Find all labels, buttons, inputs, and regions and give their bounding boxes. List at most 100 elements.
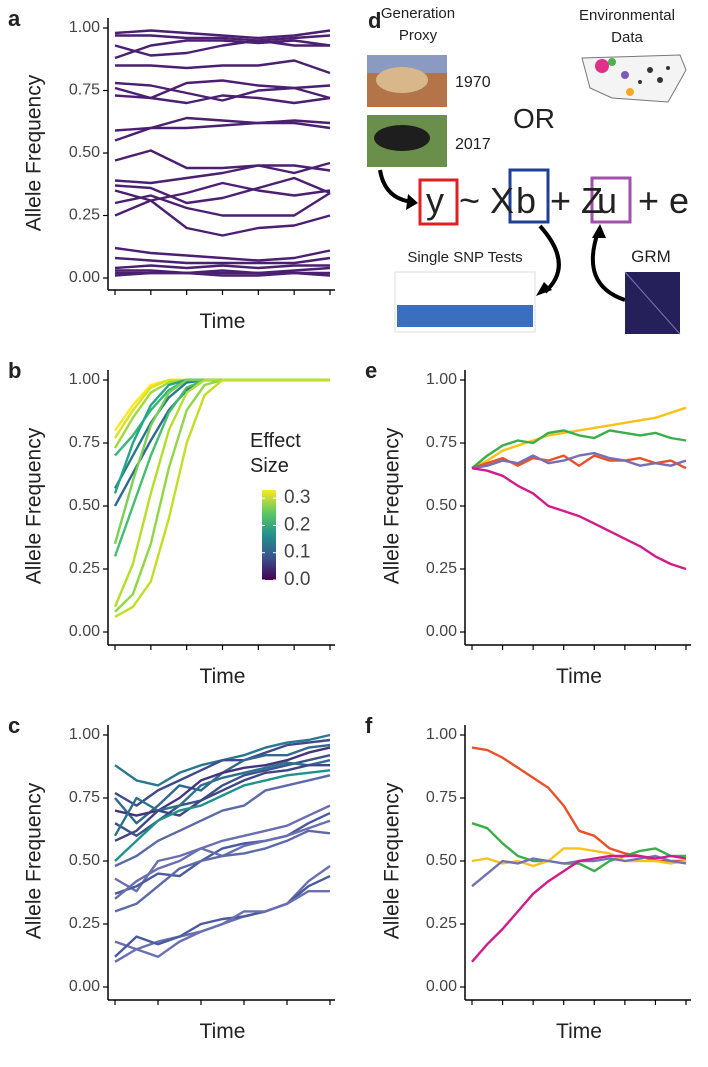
series-line bbox=[114, 39, 331, 60]
equation-term: y bbox=[426, 180, 444, 221]
arrowhead bbox=[592, 224, 606, 238]
series-line bbox=[471, 822, 686, 873]
series-line bbox=[114, 829, 331, 913]
cow bbox=[376, 67, 428, 93]
series-line bbox=[114, 774, 331, 868]
snp-tests-label: Single SNP Tests bbox=[407, 249, 522, 266]
y-tick-label: 0.75 bbox=[69, 434, 100, 451]
series-line bbox=[114, 746, 331, 817]
series-line bbox=[471, 429, 687, 470]
x-axis-title: Time bbox=[200, 310, 246, 333]
series-line bbox=[114, 176, 331, 205]
x-axis-title: Time bbox=[556, 665, 602, 688]
series-line bbox=[471, 451, 687, 470]
x-axis-title: Time bbox=[200, 665, 246, 688]
series-line bbox=[471, 746, 686, 863]
generation-proxy: Proxy bbox=[399, 27, 438, 44]
y-axis-title: Allele Frequency bbox=[23, 74, 46, 231]
series-line bbox=[114, 264, 330, 270]
grm-diagonal bbox=[624, 271, 681, 335]
series-line bbox=[114, 890, 330, 963]
series-line bbox=[114, 164, 331, 185]
colorbar-tick-label: 0.2 bbox=[284, 514, 310, 535]
y-tick-label: 0.75 bbox=[69, 82, 100, 99]
y-tick-label: 0.50 bbox=[426, 497, 457, 514]
year: 1970 bbox=[455, 74, 491, 91]
panel-label: e bbox=[365, 358, 377, 383]
y-tick-label: 0.25 bbox=[69, 560, 100, 577]
series-line bbox=[114, 804, 331, 893]
series-line bbox=[114, 764, 330, 842]
series-line bbox=[114, 149, 331, 175]
series-line bbox=[471, 467, 687, 571]
y-tick-label: 0.25 bbox=[69, 207, 100, 224]
series-line bbox=[114, 271, 331, 277]
sky bbox=[367, 55, 447, 73]
y-tick-label: 0.00 bbox=[426, 978, 457, 995]
panel-label: b bbox=[8, 358, 21, 383]
y-tick-label: 0.25 bbox=[426, 915, 457, 932]
box-y bbox=[418, 178, 459, 226]
series-line bbox=[114, 246, 331, 262]
grm-label: GRM bbox=[631, 247, 671, 266]
series-line bbox=[114, 256, 331, 265]
year: 2017 bbox=[455, 136, 491, 153]
series-line bbox=[114, 819, 331, 900]
y-tick-label: 1.00 bbox=[69, 19, 100, 36]
y-tick-label: 0.75 bbox=[69, 789, 100, 806]
manhattan-points bbox=[397, 305, 533, 327]
colorbar-tick-label: 0.0 bbox=[284, 569, 310, 590]
arrowhead bbox=[536, 282, 552, 296]
colorbar-tick-label: 0.3 bbox=[284, 487, 310, 508]
series-line bbox=[114, 378, 330, 618]
equation-term: ~ X bbox=[459, 180, 514, 221]
y-tick-label: 0.75 bbox=[426, 434, 457, 451]
y-tick-label: 0.50 bbox=[69, 497, 100, 514]
y-tick-label: 1.00 bbox=[69, 726, 100, 743]
y-axis-title: Allele Frequency bbox=[23, 427, 46, 584]
y-tick-label: 1.00 bbox=[69, 371, 100, 388]
chart-panel: 0.00 0.25 0.50 0.75 1.00 Allele Frequency Time… bbox=[8, 358, 335, 688]
y-tick-label: 0.75 bbox=[426, 789, 457, 806]
chart-panel: 0.00 0.25 0.50 0.75 1.00 Allele Frequency Time… bbox=[365, 713, 691, 1043]
series-line bbox=[115, 59, 331, 75]
cow bbox=[374, 125, 430, 151]
y-tick-label: 0.00 bbox=[69, 623, 100, 640]
x-axis-title: Time bbox=[200, 1020, 246, 1043]
colorbar-tick-label: 0.1 bbox=[284, 542, 310, 563]
y-tick-label: 0.00 bbox=[426, 623, 457, 640]
series-line bbox=[114, 116, 331, 142]
series-line bbox=[114, 875, 331, 958]
panel-label: a bbox=[8, 6, 21, 31]
series-line bbox=[114, 812, 331, 895]
y-tick-label: 1.00 bbox=[426, 371, 457, 388]
environmental-data: Data bbox=[611, 29, 643, 46]
panel-label: d bbox=[368, 8, 381, 33]
y-tick-label: 0.50 bbox=[69, 852, 100, 869]
series-line bbox=[114, 378, 330, 432]
box-u bbox=[590, 176, 632, 224]
panel-label: f bbox=[365, 713, 373, 738]
y-tick-label: 0.00 bbox=[69, 269, 100, 286]
series-line bbox=[114, 738, 331, 807]
arrow bbox=[590, 231, 626, 302]
series-line bbox=[115, 266, 331, 275]
equation-term: + Z bbox=[550, 180, 603, 221]
chart-panel: 0.00 0.25 0.50 0.75 1.00 Allele Frequency Time… bbox=[365, 358, 691, 688]
series-line bbox=[115, 34, 331, 42]
equation-term: u bbox=[597, 180, 617, 221]
series-line bbox=[471, 406, 687, 470]
series-line bbox=[113, 759, 331, 837]
generation-proxy: Generation bbox=[381, 5, 455, 22]
y-axis-title: Allele Frequency bbox=[381, 782, 404, 939]
colorbar bbox=[262, 490, 276, 580]
series-line bbox=[114, 191, 331, 217]
series-line bbox=[114, 39, 330, 57]
us-map bbox=[581, 54, 687, 103]
y-tick-label: 0.00 bbox=[69, 978, 100, 995]
series-line bbox=[471, 854, 687, 963]
or-label: OR bbox=[513, 103, 555, 134]
arrow bbox=[538, 224, 561, 294]
colorbar-title: Size bbox=[250, 455, 289, 477]
